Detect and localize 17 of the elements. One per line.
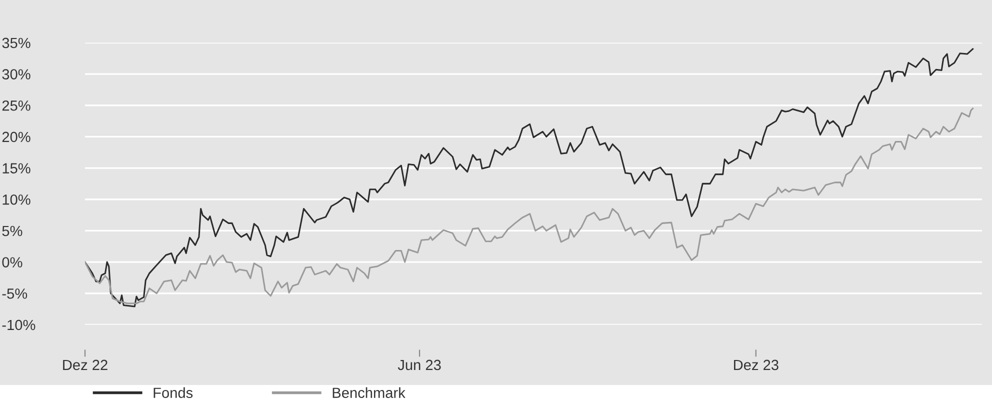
y-tick-label: 25%: [2, 100, 30, 111]
line-series: [85, 48, 974, 308]
y-tick-label: -10%: [2, 320, 36, 330]
y-tick-label: 0%: [2, 257, 22, 268]
line-series: [85, 108, 974, 304]
legend-label: Benchmark: [332, 387, 406, 398]
x-tick-label: Dez 22: [63, 360, 108, 370]
x-tick-label: Jun 23: [398, 360, 441, 370]
legend-label: Fonds: [154, 387, 193, 398]
y-tick-label: 5%: [2, 226, 22, 236]
y-tick-label: 35%: [2, 38, 30, 48]
x-tick-label: Dez 23: [734, 360, 778, 370]
y-tick-label: 20%: [2, 132, 30, 142]
y-tick-label: -5%: [2, 288, 28, 299]
y-tick-label: 30%: [2, 69, 30, 80]
y-tick-label: 15%: [2, 163, 30, 174]
y-tick-label: 10%: [2, 194, 30, 205]
